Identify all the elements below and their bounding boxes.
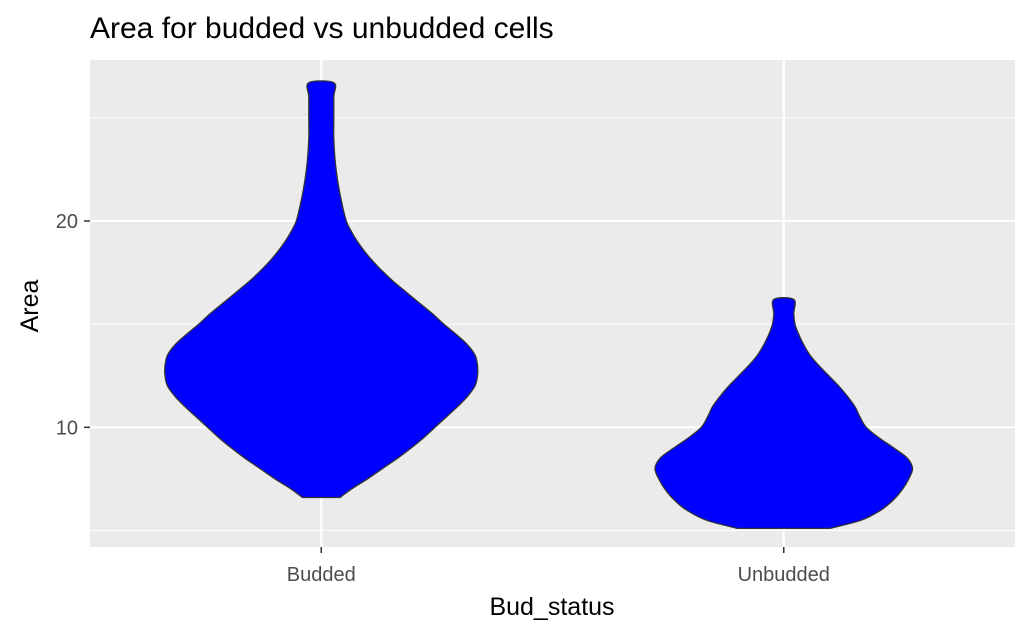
y-axis-label: Area [16, 280, 44, 333]
violin-series [164, 80, 914, 530]
x-tick-label: Budded [287, 564, 356, 586]
y-tick-label: 10 [56, 417, 78, 439]
violin-budded [164, 80, 479, 499]
x-tick-label: Unbudded [738, 564, 830, 586]
axes: 10 20 Budded Unbudded [56, 211, 830, 586]
violin-unbudded [654, 296, 914, 530]
x-axis-label: Bud_status [489, 593, 614, 621]
y-tick-label: 20 [56, 211, 78, 233]
chart-title: Area for budded vs unbudded cells [90, 12, 554, 45]
